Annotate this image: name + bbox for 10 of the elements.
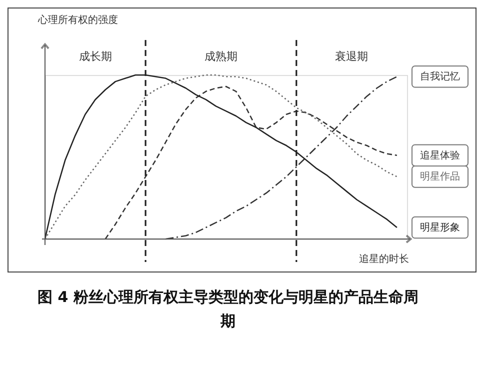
text: 成长期 [78,50,112,63]
text: 衰退期 [335,50,368,63]
y-axis-title: 心理所有权的强度 [37,14,118,26]
text: 成熟期 [204,50,238,63]
text: 明星形象 [420,222,460,234]
x-axis-title: 追星的时长 [359,253,409,265]
text: 图 4 粉丝心理所有权主导类型的变化与明星的产品生命周期 [38,288,418,330]
text: 自我记忆 [420,70,460,83]
text: 明星作品 [420,172,460,183]
text: 追星体验 [420,149,460,162]
